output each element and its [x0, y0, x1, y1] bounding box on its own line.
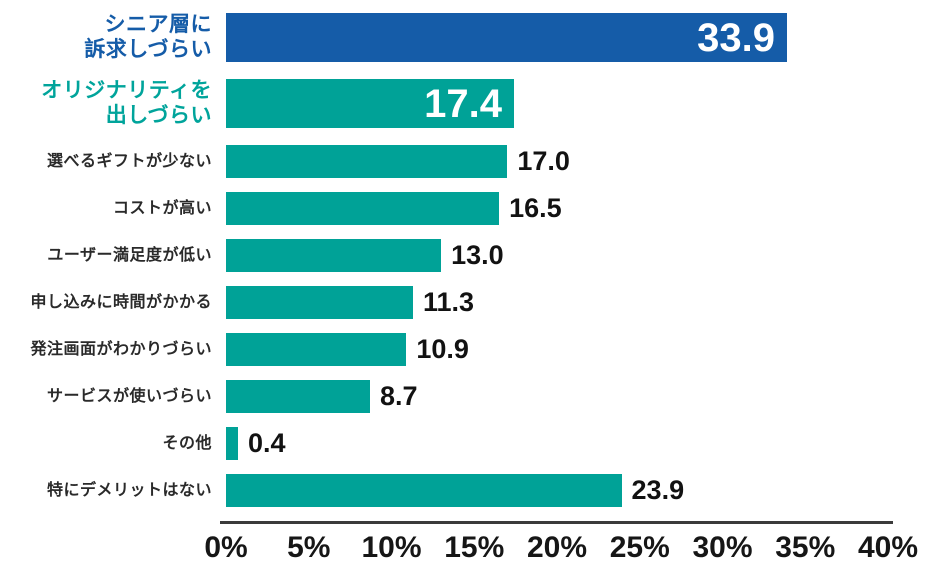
- category-label: コストが高い: [0, 199, 226, 218]
- value-label: 13.0: [451, 240, 504, 270]
- category-label-line: サービスが使いづらい: [46, 387, 212, 405]
- x-axis-tick-label: 40%: [857, 531, 919, 564]
- category-label: ユーザー満足度が低い: [0, 246, 226, 265]
- bar: 17.4: [226, 79, 514, 128]
- bar-track: 17.0: [226, 145, 888, 178]
- category-label: オリジナリティを 出しづらい: [0, 79, 226, 129]
- x-axis-tick-label: 5%: [287, 531, 331, 564]
- category-label-line: 選べるギフトが少ない: [46, 152, 212, 170]
- chart-row: 申し込みに時間がかかる 11.3: [0, 286, 940, 319]
- bar-track: 17.4: [226, 79, 888, 128]
- value-label: 16.5: [509, 193, 562, 223]
- bar-track: 8.7: [226, 380, 888, 413]
- bar: [226, 474, 622, 507]
- bar: [226, 427, 238, 460]
- chart-row: 発注画面がわかりづらい 10.9: [0, 333, 940, 366]
- category-label-line: シニア層に: [104, 12, 212, 36]
- bar-track: 0.4: [226, 427, 888, 460]
- category-label-line: 発注画面がわかりづらい: [30, 340, 212, 358]
- category-label-line: オリジナリティを: [41, 78, 212, 102]
- bar: 33.9: [226, 13, 788, 62]
- bar: [226, 239, 442, 272]
- value-label: 17.4: [424, 81, 502, 126]
- bar: [226, 333, 407, 366]
- chart-row: サービスが使いづらい 8.7: [0, 380, 940, 413]
- value-label: 0.4: [248, 428, 286, 458]
- x-axis-ticks: 0% 5% 10% 15% 20% 25% 30% 35% 40%: [204, 531, 918, 575]
- bar-track: 23.9: [226, 474, 888, 507]
- category-label: その他: [0, 434, 226, 453]
- category-label-line: ユーザー満足度が低い: [47, 246, 212, 264]
- category-label: 選べるギフトが少ない: [0, 152, 226, 171]
- chart-row: ユーザー満足度が低い 13.0: [0, 239, 940, 272]
- category-label-line: その他: [162, 434, 212, 452]
- category-label-line: コストが高い: [112, 199, 212, 217]
- value-label: 8.7: [379, 381, 418, 411]
- bar: [226, 380, 370, 413]
- bar-track: 16.5: [226, 192, 888, 225]
- bar: [226, 192, 500, 225]
- chart-row: コストが高い 16.5: [0, 192, 940, 225]
- chart-row: その他 0.4: [0, 427, 940, 460]
- category-label-line: 申し込みに時間がかかる: [30, 293, 212, 311]
- category-label: サービスが使いづらい: [0, 387, 226, 406]
- bar-track: 11.3: [226, 286, 888, 319]
- bar-track: 33.9: [226, 13, 888, 62]
- x-axis-tick-label: 15%: [444, 531, 505, 564]
- bar-track: 10.9: [226, 333, 888, 366]
- chart-row: 選べるギフトが少ない 17.0: [0, 145, 940, 178]
- chart-rows: シニア層に 訴求しづらい 33.9 オリジナリティを 出しづらい 17.4 選べるギ…: [0, 13, 940, 507]
- value-label: 11.3: [423, 287, 475, 317]
- x-axis-tick-label: 35%: [775, 531, 836, 564]
- chart-row: オリジナリティを 出しづらい 17.4: [0, 79, 940, 128]
- category-label-line: 出しづらい: [105, 103, 212, 127]
- x-axis-tick-label: 30%: [692, 531, 753, 564]
- x-axis-tick-label: 20%: [526, 531, 588, 564]
- category-label-line: 訴求しづらい: [84, 37, 212, 61]
- value-label: 33.9: [697, 15, 776, 60]
- chart-row: シニア層に 訴求しづらい 33.9: [0, 13, 940, 62]
- bar: [226, 145, 508, 178]
- x-axis-tick-label: 0%: [204, 531, 248, 564]
- category-label: 申し込みに時間がかかる: [0, 293, 226, 312]
- category-label-line: 特にデメリットはない: [46, 481, 212, 499]
- chart-row: 特にデメリットはない 23.9: [0, 474, 940, 507]
- category-label: シニア層に 訴求しづらい: [0, 13, 226, 63]
- category-label: 発注画面がわかりづらい: [0, 340, 226, 359]
- bar-track: 13.0: [226, 239, 888, 272]
- x-axis-tick-label: 25%: [609, 531, 670, 564]
- category-label: 特にデメリットはない: [0, 481, 226, 500]
- value-label: 10.9: [416, 334, 469, 364]
- x-axis: 0% 5% 10% 15% 20% 25% 30% 35% 40%: [0, 521, 940, 581]
- bar: [226, 286, 413, 319]
- value-label: 17.0: [517, 146, 570, 176]
- x-axis-tick-label: 10%: [361, 531, 422, 564]
- value-label: 23.9: [631, 475, 685, 505]
- x-axis-line: [220, 521, 893, 524]
